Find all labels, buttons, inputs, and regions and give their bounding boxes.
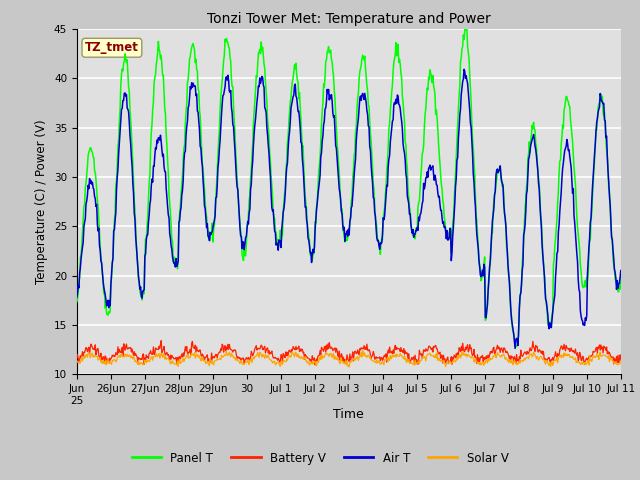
Y-axis label: Temperature (C) / Power (V): Temperature (C) / Power (V) xyxy=(35,120,48,284)
Legend: Panel T, Battery V, Air T, Solar V: Panel T, Battery V, Air T, Solar V xyxy=(127,447,513,469)
Title: Tonzi Tower Met: Temperature and Power: Tonzi Tower Met: Temperature and Power xyxy=(207,12,491,26)
X-axis label: Time: Time xyxy=(333,408,364,421)
Text: TZ_tmet: TZ_tmet xyxy=(85,41,139,54)
